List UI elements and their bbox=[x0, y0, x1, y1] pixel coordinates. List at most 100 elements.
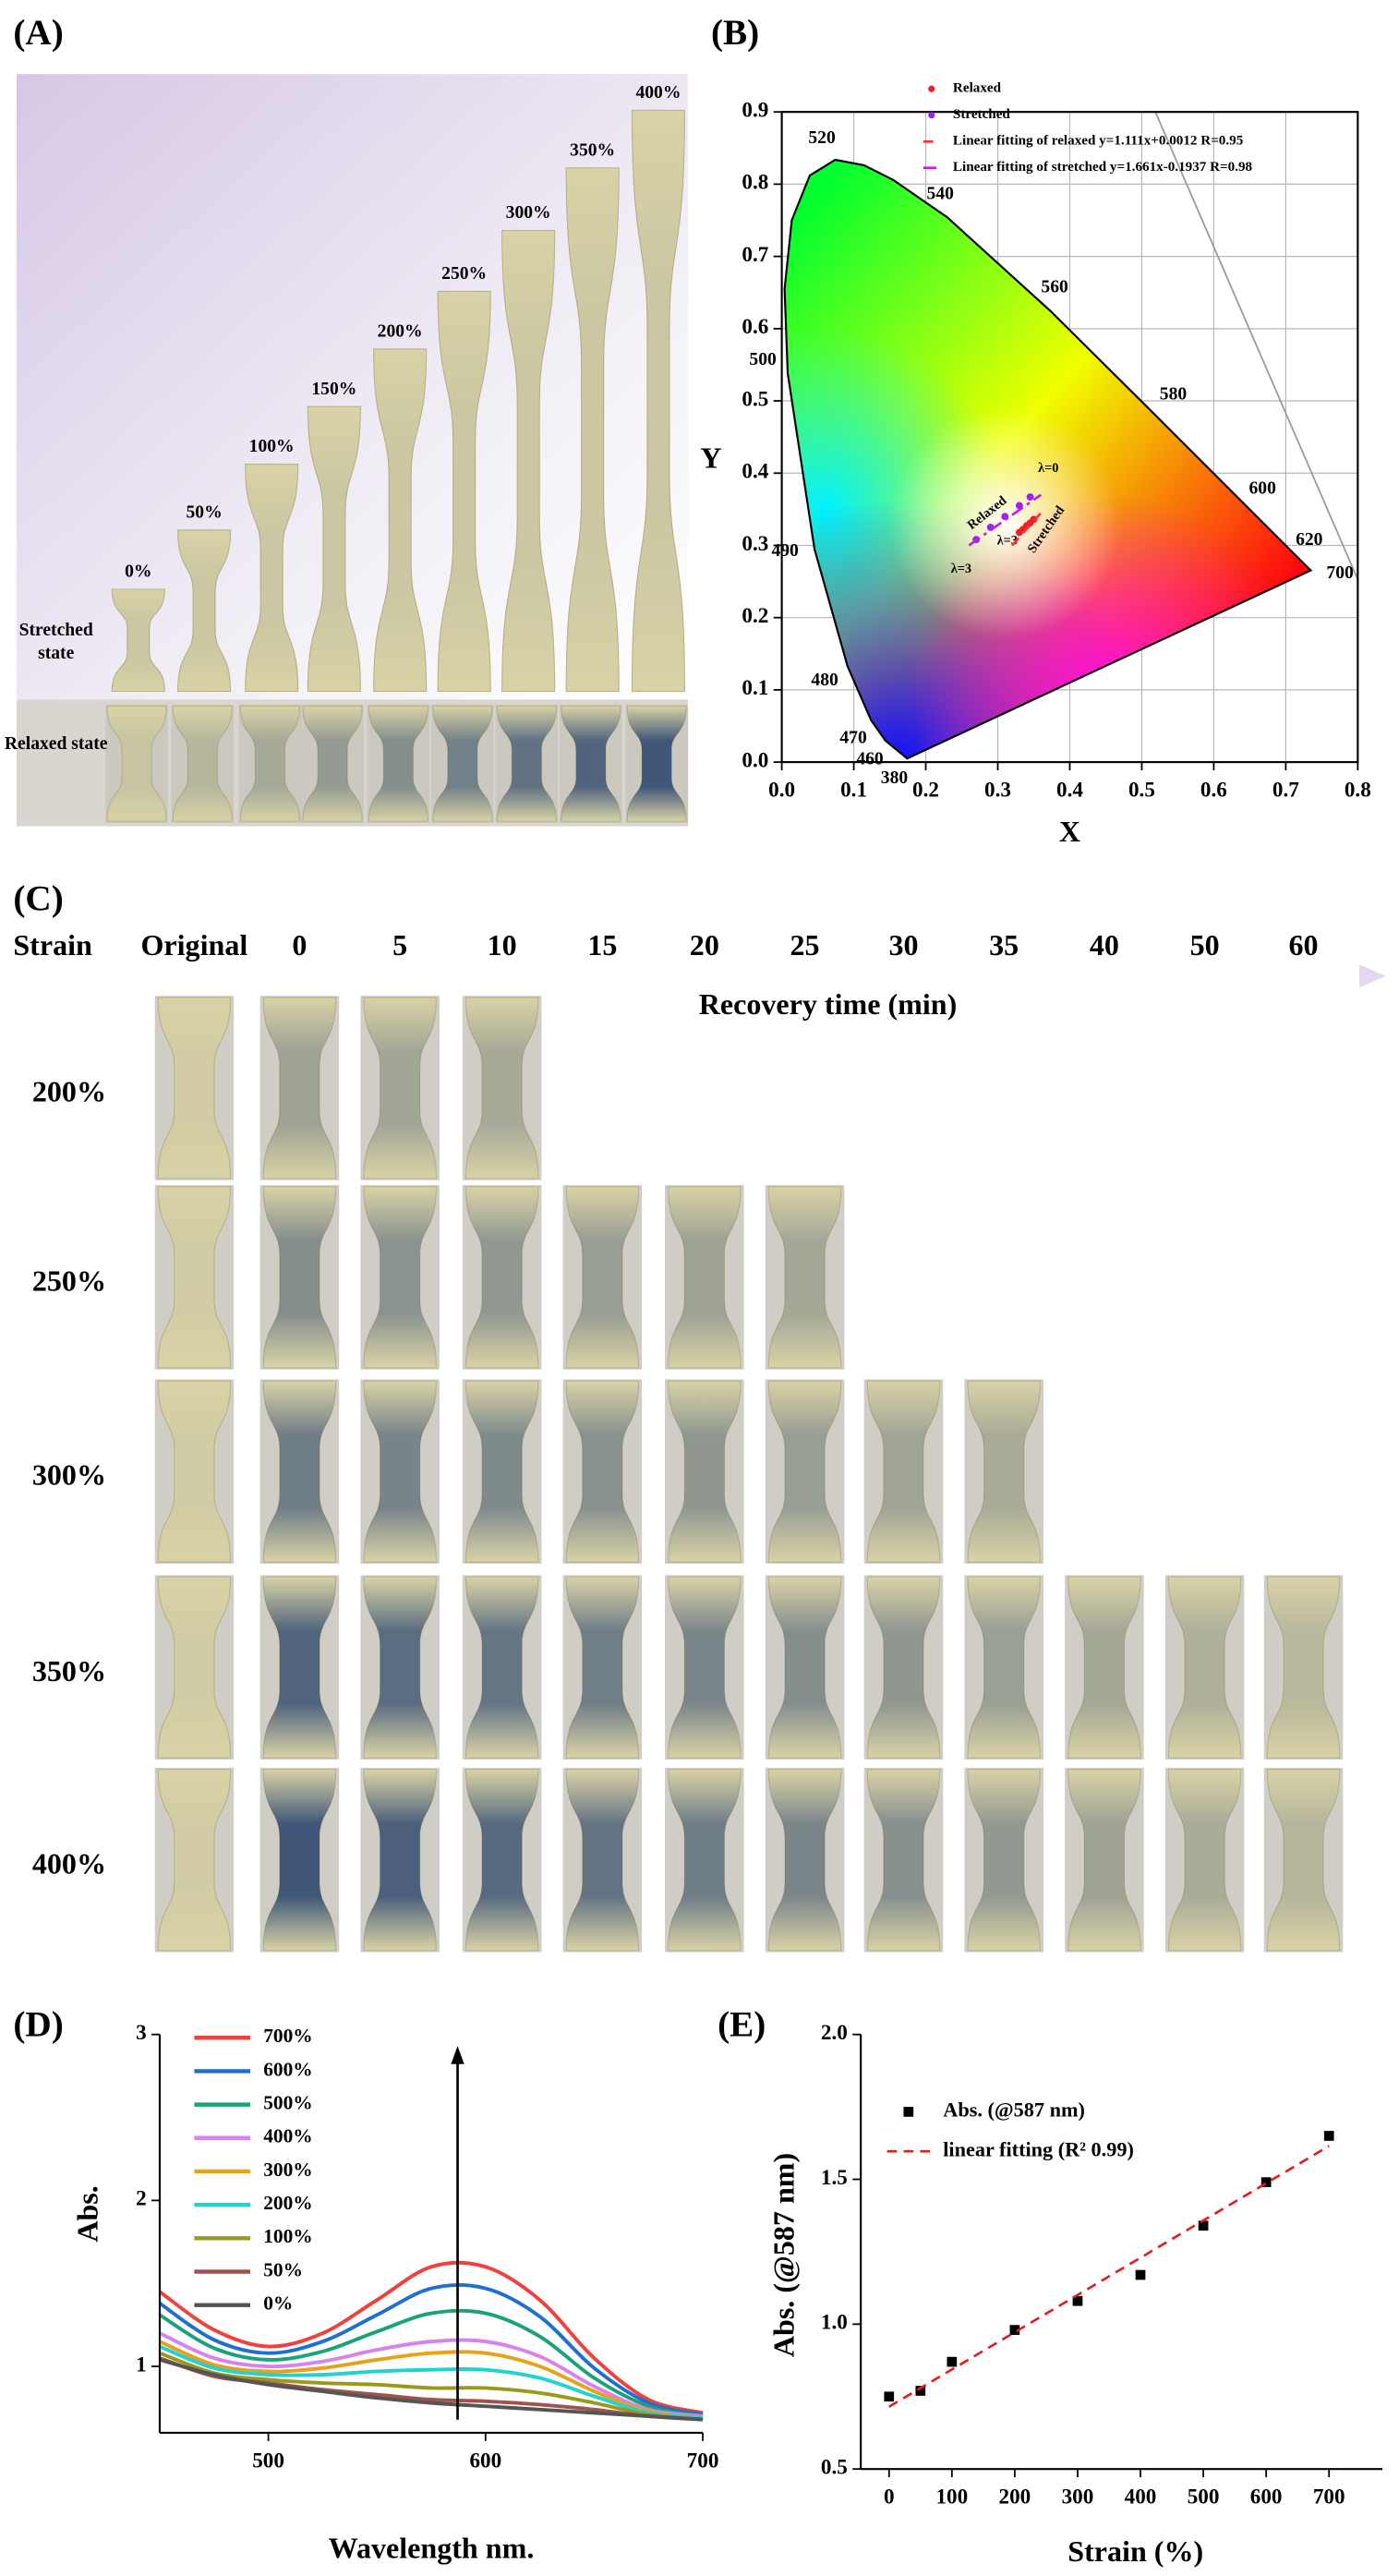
specimen-tint bbox=[768, 1577, 841, 1759]
y-tick-label: 0.5 bbox=[742, 387, 768, 411]
y-tick-label: 0.9 bbox=[742, 98, 768, 122]
specimen-tint bbox=[566, 1577, 639, 1759]
data-point bbox=[884, 2391, 895, 2402]
spectrum-line bbox=[158, 2282, 704, 2417]
column-label: 0 bbox=[292, 928, 307, 961]
y-tick-label: 0.6 bbox=[742, 315, 768, 339]
specimen-tint bbox=[368, 706, 428, 822]
strain-label: 250% bbox=[441, 264, 487, 284]
fit-line bbox=[1011, 512, 1043, 547]
column-label: Original bbox=[140, 928, 247, 961]
column-label: 40 bbox=[1090, 928, 1119, 961]
specimen-tint bbox=[668, 1577, 742, 1759]
wavelength-label: 470 bbox=[839, 728, 867, 747]
spectrum-line bbox=[158, 2308, 704, 2418]
specimen-tint bbox=[501, 230, 555, 692]
specimen-tint bbox=[967, 1381, 1041, 1563]
column-label: 30 bbox=[888, 928, 918, 961]
row-label: Relaxed state bbox=[4, 733, 108, 755]
y-tick-label: 1 bbox=[136, 2352, 147, 2376]
panel-label: (C) bbox=[13, 879, 63, 919]
column-label: 5 bbox=[392, 928, 407, 961]
wavelength-label: 620 bbox=[1296, 530, 1323, 550]
annotation: λ=3 bbox=[997, 534, 1018, 549]
specimen-tint bbox=[465, 1577, 538, 1759]
wavelength-label: 540 bbox=[927, 184, 955, 203]
wavelength-label: 460 bbox=[856, 750, 884, 769]
column-label: 35 bbox=[989, 928, 1019, 961]
legend-label: Abs. (@587 nm) bbox=[943, 2098, 1085, 2122]
legend-label: 100% bbox=[263, 2225, 312, 2247]
spectrum-line bbox=[159, 2344, 704, 2420]
specimen-tint bbox=[240, 706, 300, 822]
x-tick-label: 200 bbox=[999, 2485, 1031, 2509]
specimen-tint bbox=[566, 167, 620, 692]
specimen-tint bbox=[867, 1381, 940, 1563]
specimen-tint bbox=[363, 1381, 437, 1563]
y-tick-label: 0.1 bbox=[742, 676, 768, 700]
time-label: Recovery time (min) bbox=[699, 987, 958, 1021]
legend-label: 300% bbox=[263, 2159, 312, 2181]
specimen-tint bbox=[112, 588, 165, 692]
y-tick-label: 3 bbox=[136, 2021, 147, 2045]
specimen-tint bbox=[158, 1381, 231, 1563]
strain-label: 350% bbox=[32, 1654, 106, 1687]
legend-label: Linear fitting of relaxed y=1.111x+0.001… bbox=[953, 134, 1244, 149]
column-label: 15 bbox=[587, 928, 617, 961]
strain-label: 100% bbox=[249, 437, 295, 456]
panel-label: (E) bbox=[718, 2005, 766, 2045]
specimen-tint bbox=[158, 997, 231, 1179]
legend-label: Linear fitting of stretched y=1.661x-0.1… bbox=[953, 160, 1253, 175]
specimen-tint bbox=[627, 706, 687, 822]
specimen-tint bbox=[768, 1381, 841, 1563]
specimen-tint bbox=[432, 706, 492, 822]
tangent-line bbox=[1154, 111, 1359, 580]
x-tick-label: 600 bbox=[1250, 2485, 1283, 2509]
specimen-tint bbox=[363, 1186, 437, 1368]
x-tick-label: 700 bbox=[1313, 2485, 1345, 2509]
x-tick-label: 0.5 bbox=[1128, 779, 1155, 803]
specimen-tint bbox=[967, 1577, 1041, 1759]
legend-label: 0% bbox=[263, 2292, 293, 2315]
column-label: 25 bbox=[790, 928, 820, 961]
specimen-tint bbox=[438, 291, 491, 692]
panel-label: (A) bbox=[13, 13, 63, 53]
x-tick-label: 0 bbox=[884, 2485, 895, 2509]
legend-label: 500% bbox=[263, 2092, 312, 2114]
specimen-tint bbox=[263, 1769, 336, 1951]
x-tick-label: 0.0 bbox=[768, 779, 795, 803]
spectral-locus bbox=[783, 158, 1313, 760]
specimen-tint bbox=[668, 1186, 742, 1368]
wavelength-label: 700 bbox=[1326, 563, 1354, 583]
specimen-tint bbox=[465, 997, 538, 1179]
y-tick-label: 0.2 bbox=[742, 604, 768, 628]
legend-swatch bbox=[928, 85, 935, 92]
strain-header: Strain bbox=[13, 928, 92, 961]
wavelength-label: 480 bbox=[811, 671, 838, 690]
y-tick-label: 0.3 bbox=[742, 532, 768, 556]
strain-label: 50% bbox=[186, 503, 222, 523]
x-tick-label: 0.4 bbox=[1056, 779, 1083, 803]
wavelength-label: 580 bbox=[1160, 385, 1188, 405]
specimen-tint bbox=[363, 1769, 437, 1951]
specimen-tint bbox=[158, 1769, 231, 1951]
spectrum-line bbox=[159, 2331, 704, 2418]
x-axis-label: Strain (%) bbox=[1067, 2534, 1203, 2568]
specimen-tint bbox=[363, 1577, 437, 1759]
strain-label: 400% bbox=[635, 83, 681, 103]
fit-line bbox=[888, 2145, 1330, 2408]
legend-swatch bbox=[928, 112, 935, 119]
specimen-tint bbox=[1168, 1577, 1241, 1759]
y-tick-label: 2 bbox=[136, 2187, 147, 2211]
strain-label: 0% bbox=[125, 562, 151, 582]
legend-label: 700% bbox=[263, 2025, 312, 2047]
specimen-tint bbox=[158, 1186, 231, 1368]
specimen-tint bbox=[308, 406, 361, 692]
legend-label: Relaxed bbox=[953, 81, 1002, 96]
specimen-tint bbox=[158, 1577, 231, 1759]
y-tick-label: 0.4 bbox=[742, 460, 768, 484]
spectrum-line bbox=[159, 2340, 704, 2420]
specimen-tint bbox=[1267, 1769, 1340, 1951]
specimen-tint bbox=[106, 706, 167, 822]
